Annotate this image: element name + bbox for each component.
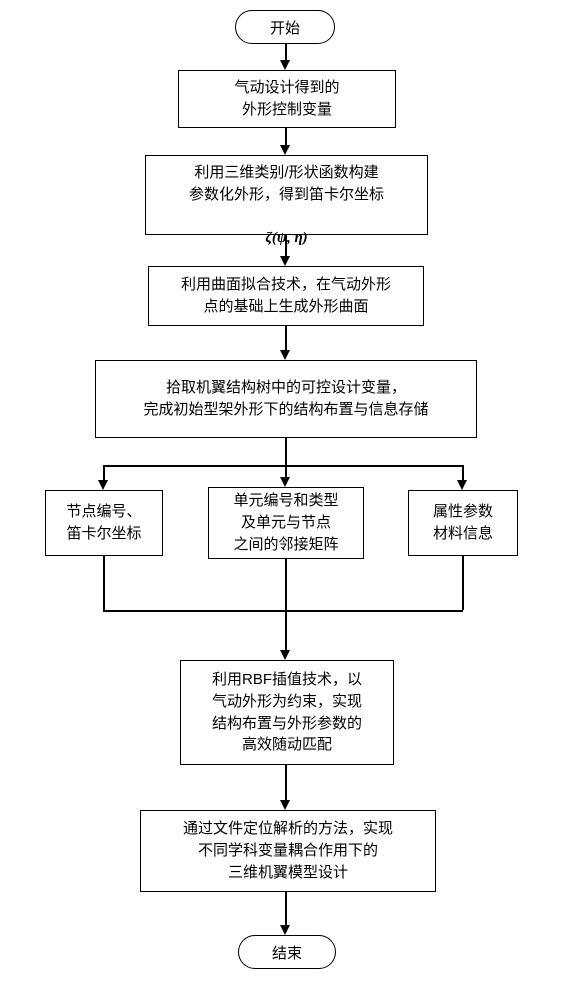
step6-label: 通过文件定位解析的方法，实现 不同学科变量耦合作用下的 三维机翼模型设计 — [183, 818, 393, 883]
branch-mid-box: 单元编号和类型 及单元与节点 之间的邻接矩阵 — [208, 487, 364, 559]
branch-left-box: 节点编号、 笛卡尔坐标 — [45, 490, 163, 556]
end-label: 结束 — [272, 942, 302, 963]
arrow — [280, 477, 290, 487]
arrow — [280, 60, 290, 70]
arrow — [457, 480, 467, 490]
step3-label: 利用曲面拟合技术，在气动外形 点的基础上生成外形曲面 — [181, 274, 391, 318]
step4-box: 拾取机翼结构树中的可控设计变量， 完成初始型架外形下的结构布置与信息存储 — [95, 360, 477, 438]
step1-label: 气动设计得到的 外形控制变量 — [234, 77, 339, 121]
connector — [285, 765, 287, 802]
connector — [285, 235, 287, 258]
step6-box: 通过文件定位解析的方法，实现 不同学科变量耦合作用下的 三维机翼模型设计 — [140, 810, 436, 892]
branch-right-label: 属性参数 材料信息 — [433, 501, 493, 545]
branch-mid-label: 单元编号和类型 及单元与节点 之间的邻接矩阵 — [233, 490, 338, 555]
connector — [285, 438, 287, 465]
connector — [285, 892, 287, 927]
connector — [285, 326, 287, 352]
arrow — [280, 350, 290, 360]
arrow — [280, 650, 290, 660]
step2-label: 利用三维类别/形状函数构建 参数化外形，得到笛卡尔坐标 ζ(ψ, η) — [189, 140, 384, 250]
arrow — [280, 256, 290, 266]
connector — [462, 556, 464, 610]
arrow — [280, 925, 290, 935]
flowchart-container: 开始 气动设计得到的 外形控制变量 利用三维类别/形状函数构建 参数化外形，得到… — [0, 0, 567, 1000]
connector — [103, 610, 463, 612]
connector — [103, 465, 463, 467]
start-label: 开始 — [270, 17, 300, 38]
arrow — [98, 480, 108, 490]
step2-box: 利用三维类别/形状函数构建 参数化外形，得到笛卡尔坐标 ζ(ψ, η) — [145, 155, 428, 235]
step1-box: 气动设计得到的 外形控制变量 — [178, 70, 396, 128]
branch-left-label: 节点编号、 笛卡尔坐标 — [66, 501, 141, 545]
step3-box: 利用曲面拟合技术，在气动外形 点的基础上生成外形曲面 — [148, 266, 424, 326]
start-terminator: 开始 — [235, 10, 335, 44]
step5-label: 利用RBF插值技术，以 气动外形为约束，实现 结构布置与外形参数的 高效随动匹配 — [212, 669, 362, 756]
step5-box: 利用RBF插值技术，以 气动外形为约束，实现 结构布置与外形参数的 高效随动匹配 — [180, 660, 394, 765]
arrow — [280, 800, 290, 810]
end-terminator: 结束 — [238, 935, 336, 969]
step4-label: 拾取机翼结构树中的可控设计变量， 完成初始型架外形下的结构布置与信息存储 — [143, 377, 428, 421]
branch-right-box: 属性参数 材料信息 — [408, 490, 518, 556]
connector — [285, 559, 287, 610]
step2-text: 利用三维类别/形状函数构建 参数化外形，得到笛卡尔坐标 — [189, 164, 384, 203]
connector — [285, 610, 287, 652]
connector — [103, 556, 105, 610]
